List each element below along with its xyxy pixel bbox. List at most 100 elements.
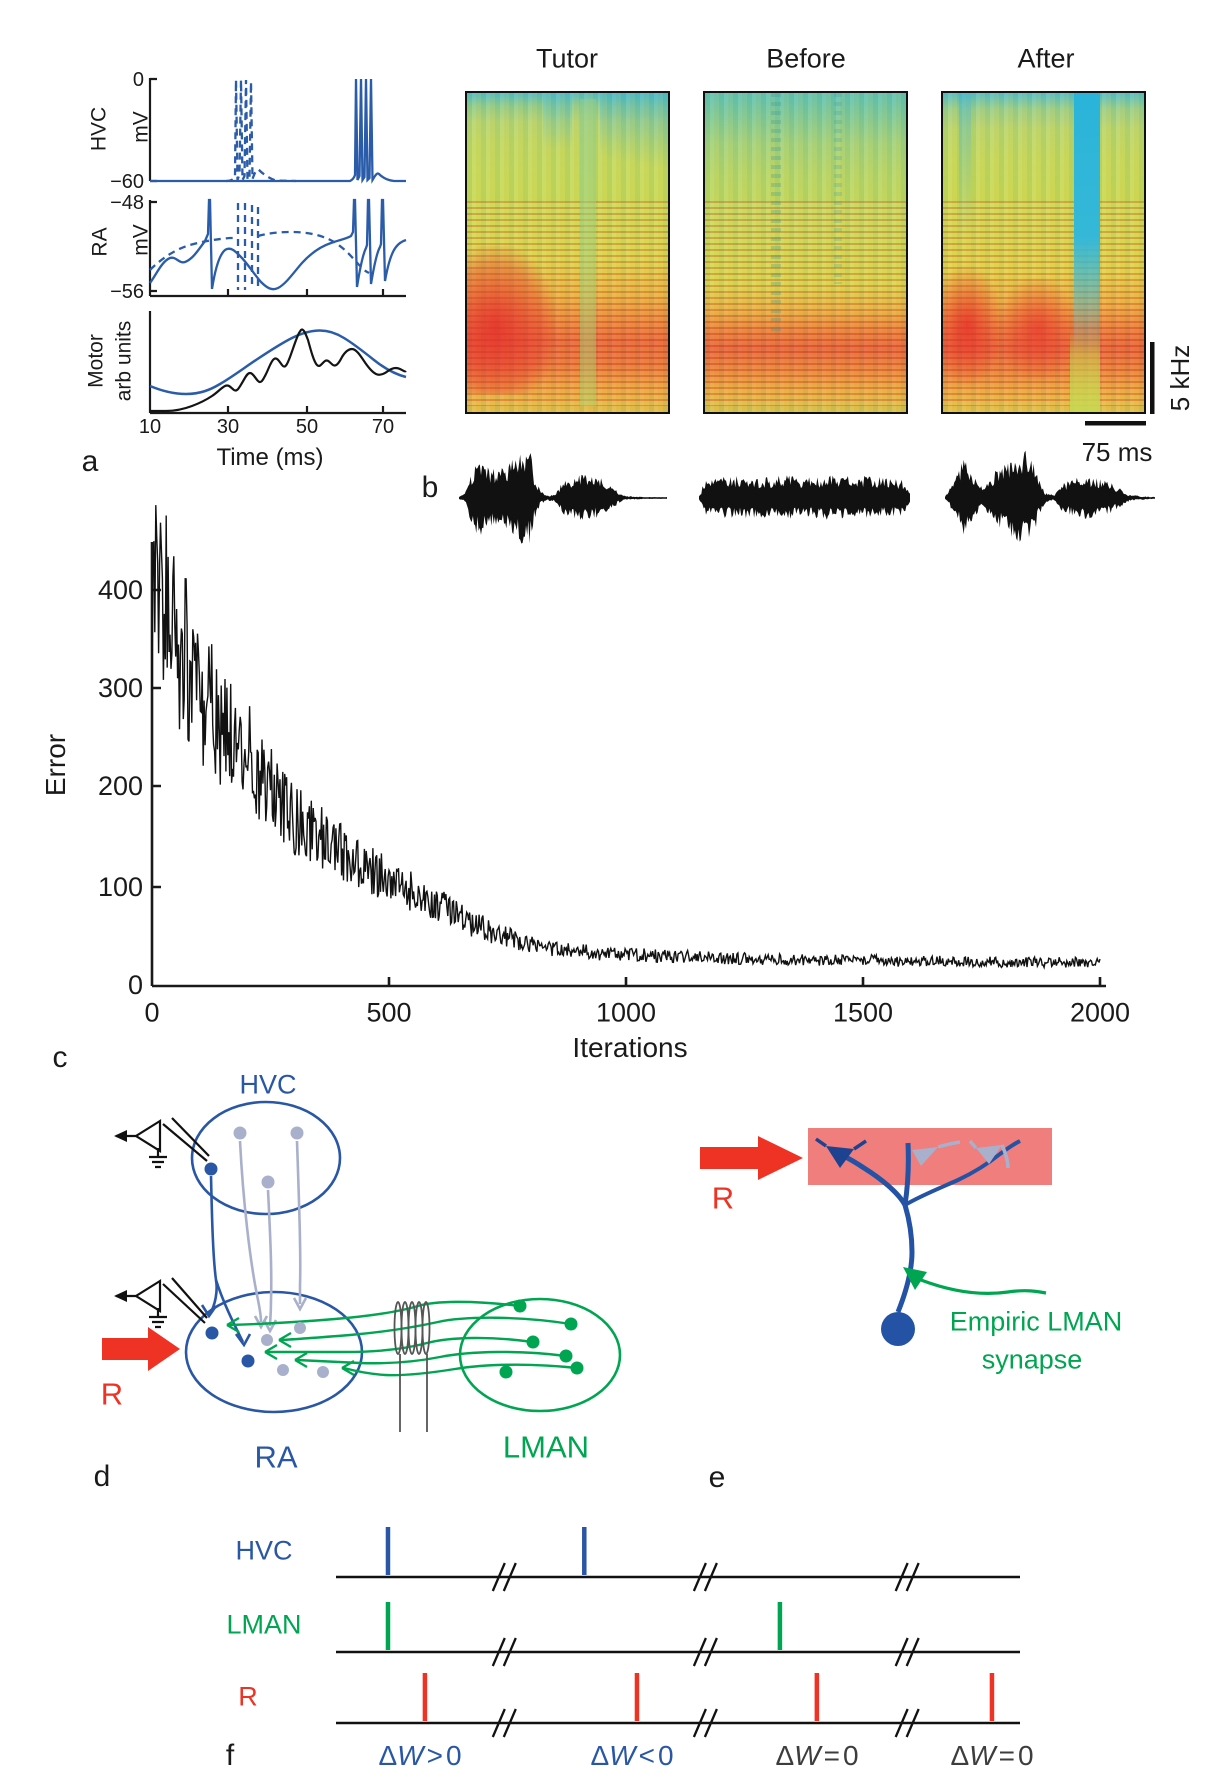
xtick: 1500 [832,997,894,1028]
delta-sign: Δ [590,1740,610,1771]
spectrogram-layer [959,93,972,237]
spectrogram-layer [705,93,906,412]
ytick: 0 [127,970,143,1000]
spectrogram-tutor [465,91,670,414]
value: 0 [657,1740,674,1771]
time-scale-label: 75 ms [1081,437,1153,467]
panel-label-f: f [225,1739,235,1772]
xtick: 500 [366,997,412,1028]
panel-a-traces [149,78,407,413]
relation-sign: = [823,1740,840,1771]
ytick: −56 [110,281,144,303]
weight-change-label: ΔW <0 [590,1742,673,1770]
timing-row-label-r: R [238,1681,258,1712]
ylabel-motor-units: arb units [112,320,136,402]
spectrogram-layer [705,93,906,412]
relation-sign: = [998,1740,1015,1771]
spectrogram-layer [943,265,1004,387]
panel-label-e: e [708,1461,726,1494]
panel-e-diagram [700,1128,1052,1346]
spectrogram-layer [833,93,842,285]
value: 0 [445,1740,462,1771]
weight-var: W [609,1740,636,1771]
reward-arrow-e [700,1136,803,1180]
ytick: 0 [132,69,144,91]
panel-f-timing [336,1527,1020,1738]
panel-c-axes [150,542,1106,988]
ytick: 400 [97,575,143,605]
weight-var: W [794,1740,821,1771]
label-hvc-region: HVC [239,1069,297,1100]
ytick: 200 [97,771,143,801]
panel-label-a: a [81,445,99,478]
weight-change-label: ΔW >0 [378,1742,461,1770]
relation-sign: < [638,1740,655,1771]
value: 0 [1017,1740,1034,1771]
weight-change-label: ΔW = 0 [775,1742,858,1770]
ytick: 300 [97,673,143,703]
hvc-gray-axons [238,1140,308,1334]
title-after: After [1017,43,1075,74]
label-reward-d: R [100,1376,124,1412]
ylabel-motor: Motor [84,334,108,388]
ylabel-ra-units: mV [129,224,153,256]
lman-ellipse [458,1297,622,1413]
inactive-synapse-terminals [912,1139,1010,1169]
xtick: 1000 [595,997,657,1028]
spectrogram-layer [599,93,668,176]
ytick: 100 [97,872,143,902]
panel-a-axes [148,77,406,415]
spectrogram-layer [579,99,596,406]
ytick: −60 [110,171,144,193]
relation-sign: > [426,1740,443,1771]
lman-axons [226,1300,578,1377]
label-ra-region: RA [254,1439,298,1475]
xtick: 50 [295,416,319,438]
freq-scalebar [1150,342,1155,414]
time-scalebar [1085,421,1146,426]
active-synapse-terminal [814,1137,867,1168]
xlabel-iterations: Iterations [572,1032,688,1063]
spectrogram-after [941,91,1146,414]
spectrogram-before [703,91,908,414]
neuron-dots [204,1126,584,1379]
ra-neuron-soma [881,1312,915,1346]
waveform-tutor [459,453,667,544]
weight-var: W [969,1740,996,1771]
delta-sign: Δ [378,1740,398,1771]
hvc-blue-axon [200,1175,252,1348]
label-synapse: synapse [981,1344,1083,1375]
xtick: 30 [216,416,240,438]
waveform-after [945,450,1155,542]
spectrogram-layer [467,246,556,393]
label-lman-region: LMAN [502,1429,590,1465]
delta-sign: Δ [775,1740,795,1771]
electrode-icon-hvc [114,1117,210,1169]
ylabel-hvc-units: mV [129,111,153,143]
hvc-ellipse [190,1100,342,1216]
spectrogram-layer [771,93,782,333]
ylabel-hvc: HVC [87,106,111,152]
empiric-lman-axon [903,1267,1047,1295]
value: 0 [842,1740,859,1771]
xtick: 70 [371,416,395,438]
delta-sign: Δ [950,1740,970,1771]
electrode-icon-ra [114,1277,208,1329]
reward-arrow-d [102,1327,180,1371]
fiber-bundle-icon [393,1301,431,1432]
ylabel-ra: RA [88,227,112,257]
timing-row-label-lman: LMAN [226,1609,302,1640]
panel-label-c: c [52,1041,68,1074]
label-empiric-lman: Empiric LMAN [949,1306,1123,1337]
panel-label-b: b [421,471,439,504]
xlabel-time: Time (ms) [216,444,324,471]
ytick: −48 [110,192,144,214]
panel-label-d: d [93,1460,111,1493]
label-reward-e: R [711,1180,735,1216]
xtick: 2000 [1069,997,1131,1028]
title-tutor: Tutor [535,43,599,74]
weight-change-label: ΔW = 0 [950,1742,1033,1770]
weight-var: W [397,1740,424,1771]
xtick: 10 [138,416,162,438]
